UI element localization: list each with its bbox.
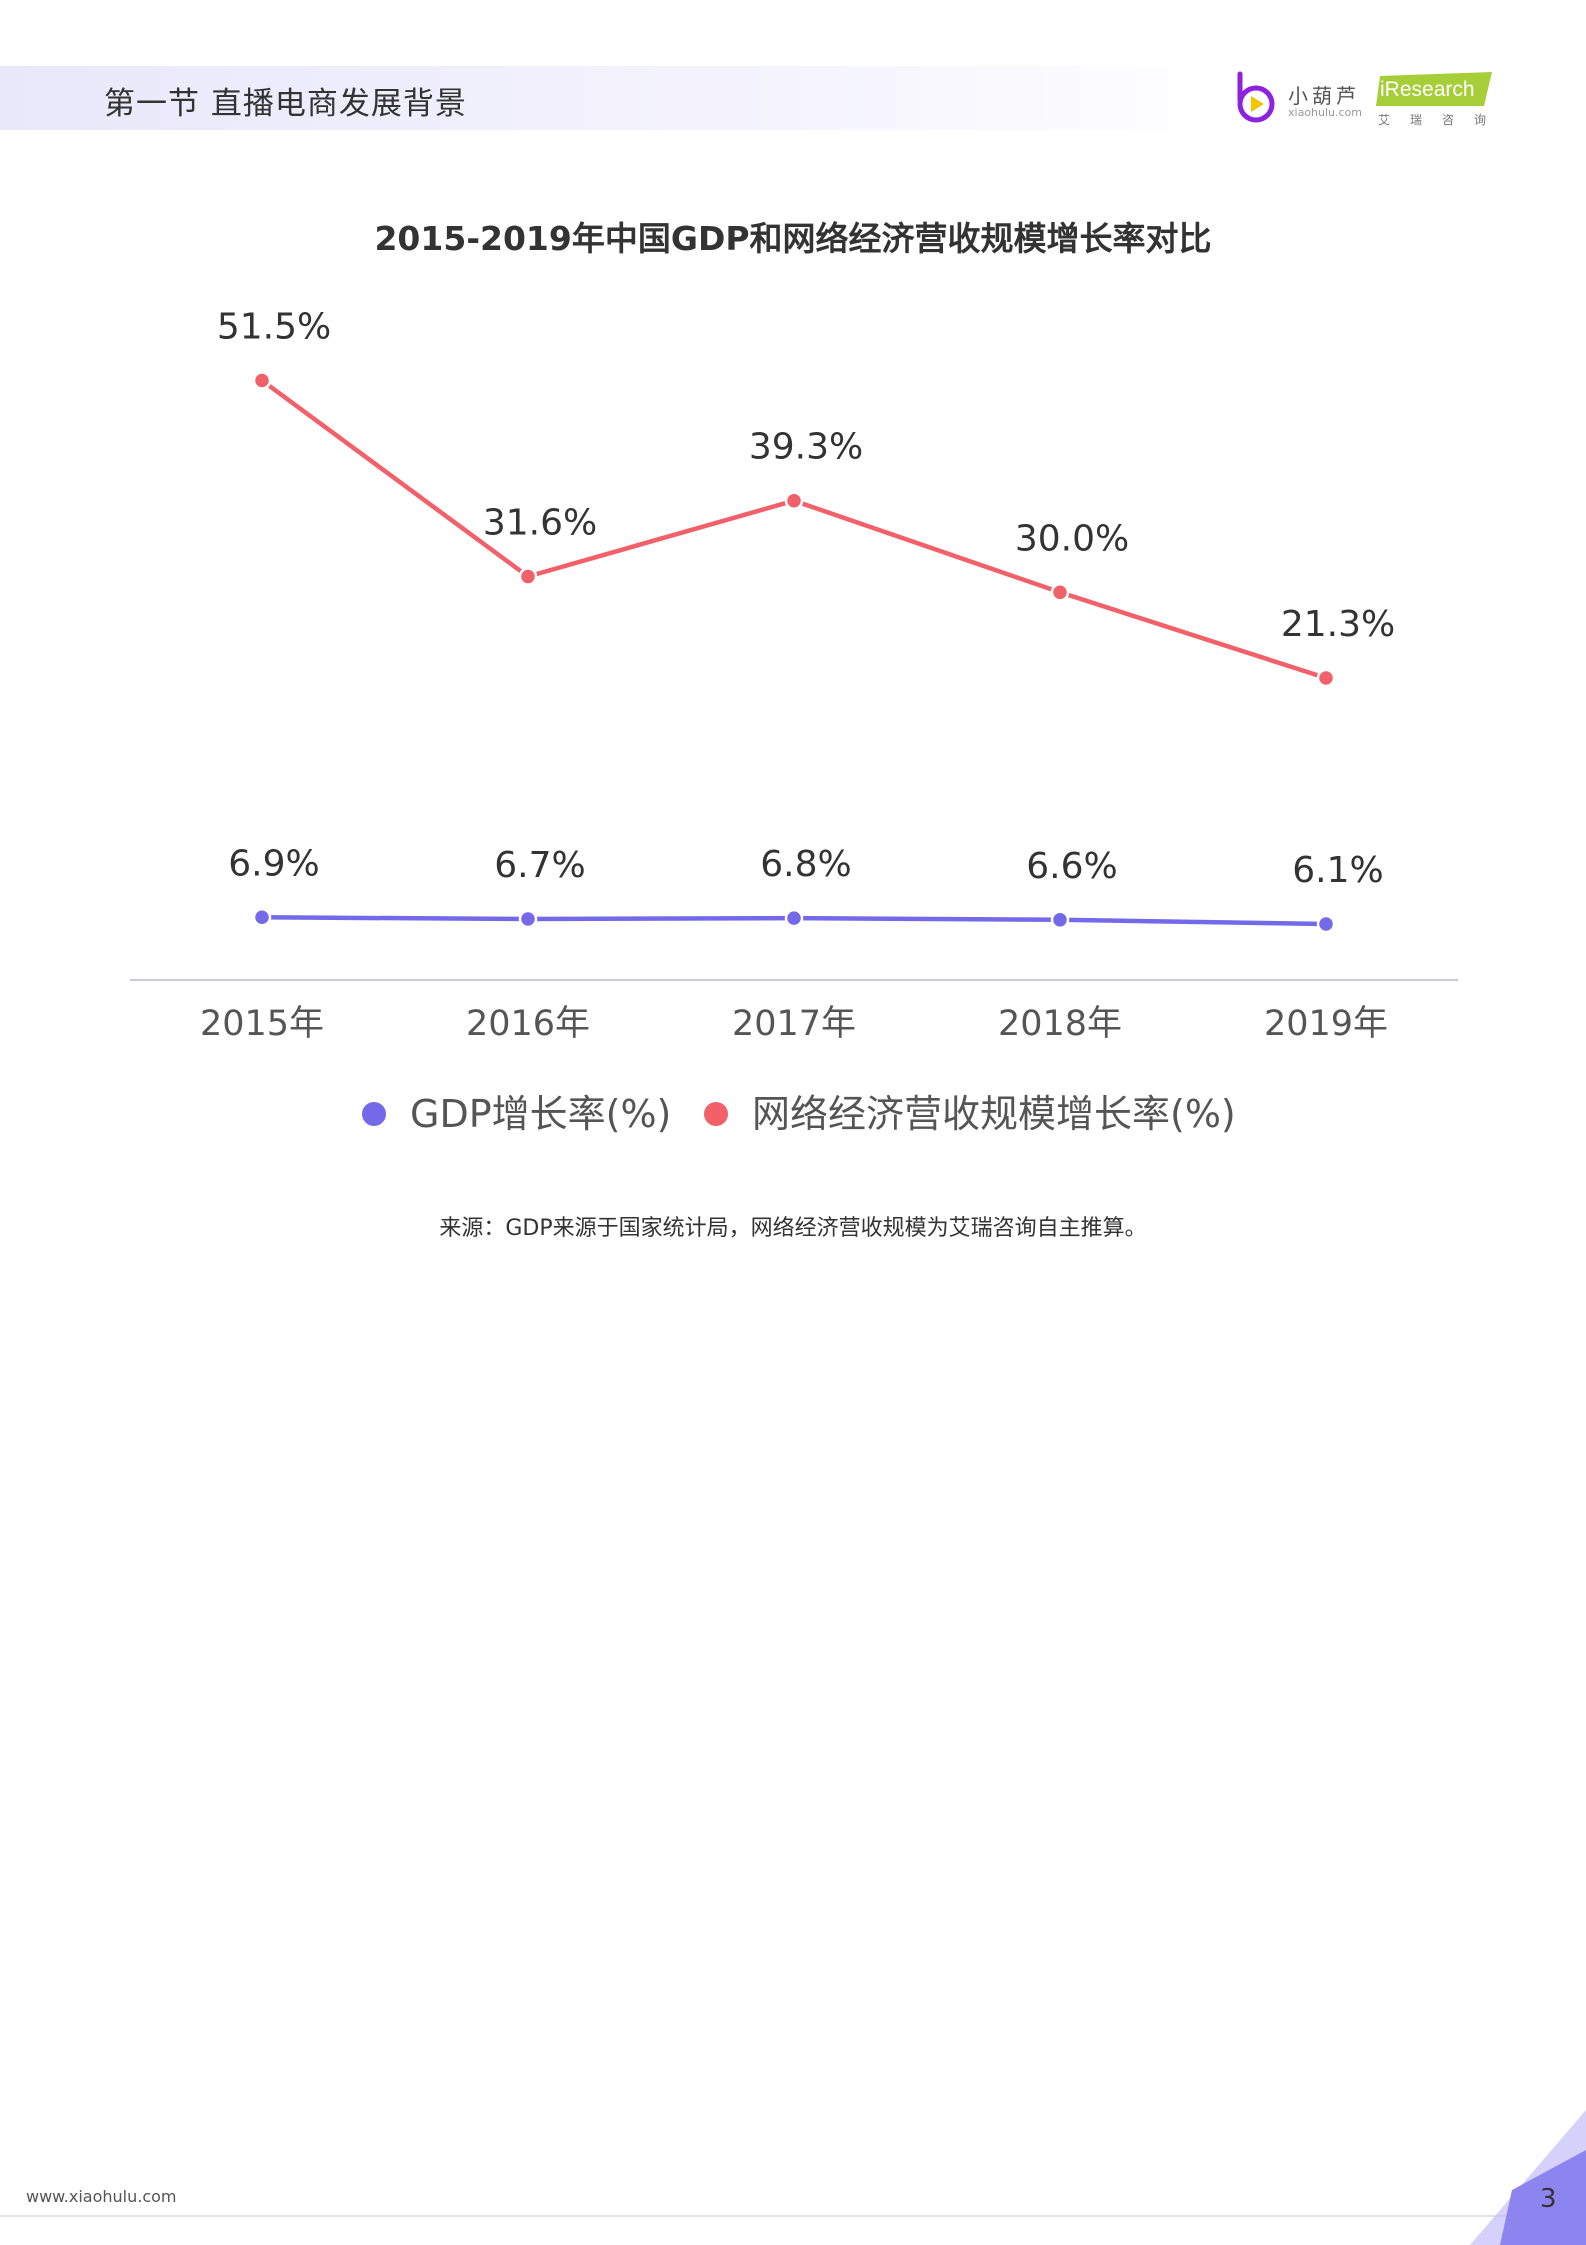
data-label: 6.1% bbox=[1292, 850, 1383, 891]
xiaohulu-name: 小葫芦 bbox=[1288, 84, 1360, 108]
x-tick-label: 2019年 bbox=[1264, 1004, 1388, 1044]
data-label: 30.0% bbox=[1015, 518, 1129, 559]
data-label: 31.6% bbox=[483, 503, 597, 544]
data-point[interactable] bbox=[784, 491, 804, 510]
x-tick-label: 2016年 bbox=[466, 1004, 590, 1044]
legend-marker bbox=[362, 1102, 386, 1126]
legend-label: 网络经济营收规模增长率(%) bbox=[752, 1092, 1236, 1136]
data-label: 39.3% bbox=[749, 427, 863, 468]
data-point[interactable] bbox=[518, 567, 538, 586]
iresearch-sub: 艾瑞咨询 bbox=[1378, 113, 1507, 127]
data-point[interactable] bbox=[518, 909, 538, 929]
x-tick-label: 2015年 bbox=[200, 1004, 324, 1044]
x-tick-label: 2017年 bbox=[732, 1004, 856, 1044]
iresearch-logo: iResearch 艾瑞咨询 bbox=[1376, 70, 1496, 130]
data-point[interactable] bbox=[1050, 583, 1070, 602]
data-label: 6.9% bbox=[228, 843, 319, 884]
legend-marker bbox=[704, 1102, 728, 1126]
data-label: 51.5% bbox=[217, 307, 331, 348]
data-point[interactable] bbox=[1316, 914, 1336, 934]
header-band bbox=[0, 66, 1240, 130]
source-note: 来源：GDP来源于国家统计局，网络经济营收规模为艾瑞咨询自主推算。 bbox=[439, 1216, 1147, 1241]
x-tick-label: 2018年 bbox=[998, 1004, 1122, 1044]
xiaohulu-domain: xiaohulu.com bbox=[1288, 106, 1362, 119]
line-chart: 2015年 2016年 2017年 2018年 2019年 6.9% 6.7% 6.8% 6.6… bbox=[130, 307, 1458, 1136]
xiaohulu-logo-icon bbox=[1237, 71, 1275, 123]
data-label: 6.6% bbox=[1026, 846, 1117, 887]
series-line bbox=[259, 378, 1329, 681]
xiaohulu-logo: 小葫芦 xiaohulu.com bbox=[1234, 70, 1364, 130]
footer-divider bbox=[0, 2215, 1586, 2217]
section-title: 第一节 直播电商发展背景 bbox=[104, 86, 467, 122]
data-label: 6.7% bbox=[494, 845, 585, 886]
iresearch-logo-badge bbox=[1376, 72, 1492, 106]
data-point[interactable] bbox=[252, 908, 272, 927]
data-point[interactable] bbox=[1316, 668, 1336, 688]
data-point[interactable] bbox=[252, 371, 272, 390]
data-point[interactable] bbox=[1050, 910, 1070, 930]
page-number: 3 bbox=[1540, 2184, 1557, 2214]
chart-title: 2015-2019年中国GDP和网络经济营收规模增长率对比 bbox=[374, 219, 1212, 258]
data-label: 6.8% bbox=[760, 844, 851, 885]
legend-label: GDP增长率(%) bbox=[410, 1092, 671, 1136]
footer-url[interactable]: www.xiaohulu.com bbox=[26, 2187, 177, 2206]
data-point[interactable] bbox=[784, 908, 804, 928]
data-label: 21.3% bbox=[1281, 604, 1395, 645]
iresearch-brand: iResearch bbox=[1380, 78, 1475, 101]
